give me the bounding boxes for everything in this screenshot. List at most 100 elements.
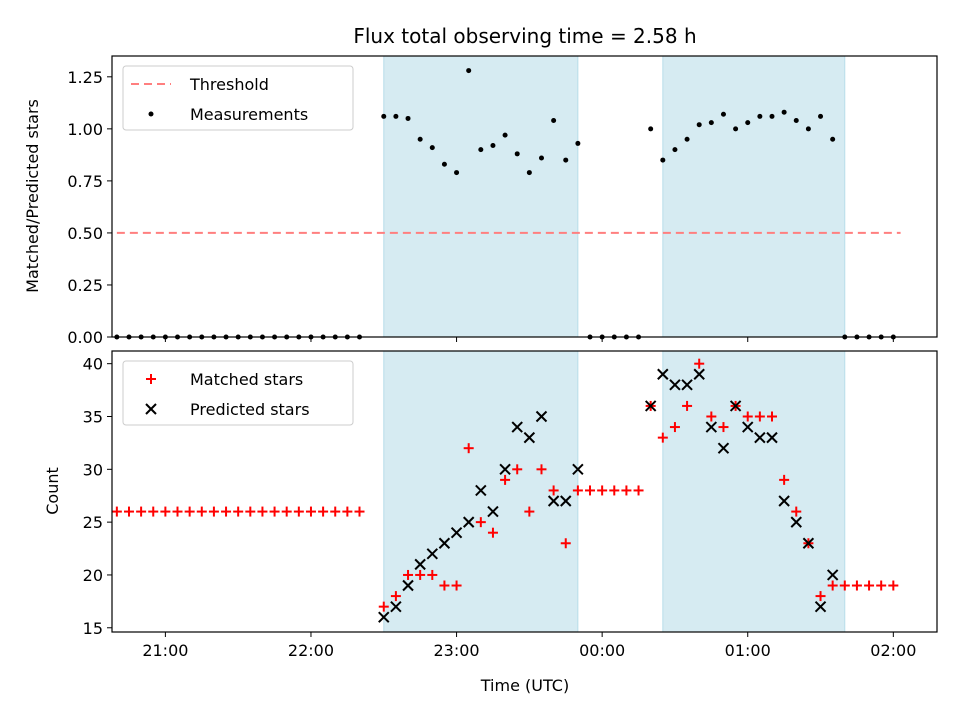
matched-star-point [378, 601, 389, 612]
legend-label: Predicted stars [190, 400, 310, 419]
y-tick-label: 25 [83, 513, 103, 532]
y-tick-label: 35 [83, 407, 103, 426]
matched-star-point [718, 422, 729, 433]
matched-star-point [597, 485, 608, 496]
legend-label: Measurements [190, 105, 308, 124]
legend: Threshold Measurements [122, 65, 354, 131]
matched-star-point [888, 580, 899, 591]
measurement-point [405, 115, 411, 121]
matched-star-point [318, 506, 329, 517]
matched-star-point [451, 580, 462, 591]
predicted-star-point [523, 431, 536, 444]
matched-star-point [427, 569, 438, 580]
x-tick-label: 22:00 [288, 641, 334, 660]
measurement-point [393, 113, 399, 119]
measurement-point [708, 120, 714, 126]
measurement-point [514, 151, 520, 157]
matched-star-point [172, 506, 183, 517]
matched-star-point [512, 464, 523, 475]
measurement-point [502, 132, 508, 138]
x-tick-label: 23:00 [434, 641, 480, 660]
matched-star-point [233, 506, 244, 517]
cross-marker-b [450, 526, 463, 539]
cross-marker-b [717, 442, 730, 454]
cross-marker-b [814, 600, 827, 613]
legend-label: Matched stars [190, 370, 303, 389]
measurement-point [563, 157, 569, 163]
cross-marker-b [390, 600, 402, 613]
matched-star-point [839, 580, 850, 591]
predicted-star-point [790, 516, 802, 528]
predicted-star-point [644, 400, 657, 412]
predicted-star-point [378, 611, 390, 623]
measurement-point [441, 161, 447, 167]
measurement-point [818, 113, 824, 119]
predicted-star-point [572, 463, 584, 476]
cross-marker-b [681, 379, 693, 391]
matched-star-point [779, 474, 790, 485]
legend-label: Threshold [189, 75, 269, 94]
y-tick-label: 1.25 [67, 68, 103, 87]
matched-star-point [864, 580, 875, 591]
y-tick-label: 0.50 [67, 224, 103, 243]
measurement-point [381, 113, 387, 119]
matched-star-point [767, 411, 777, 422]
measurement-point [781, 109, 787, 115]
matched-star-point [269, 506, 280, 517]
matched-star-point [876, 580, 887, 591]
predicted-star-point [693, 368, 705, 380]
matched-star-point [524, 506, 535, 517]
bottom-panel: 15 20 25 30 35 40 21:00 22:00 23:00 00:00 01:00 02:… [83, 350, 938, 660]
matched-star-point [281, 506, 292, 517]
legend-measurement-swatch [148, 111, 154, 117]
matched-star-point [257, 506, 268, 517]
predicted-star-point [511, 421, 523, 433]
predicted-star-point [547, 495, 560, 507]
matched-star-point [487, 527, 498, 538]
legend-box [122, 360, 354, 426]
matched-star-point [500, 474, 511, 485]
matched-star-point [196, 506, 207, 517]
plot-frame [111, 350, 938, 633]
cross-marker-b [560, 495, 572, 507]
predicted-star-point [426, 548, 439, 560]
cross-marker-b [705, 421, 718, 433]
measurement-point [696, 122, 702, 128]
matched-star-point [463, 443, 474, 454]
top-y-axis-label: Matched/Predicted stars [23, 99, 42, 293]
y-tick-label: 20 [83, 566, 103, 585]
predicted-star-point [729, 400, 742, 412]
cross-marker-b [754, 431, 766, 444]
measurement-point [684, 136, 690, 142]
y-tick-label: 0.00 [67, 328, 103, 347]
predicted-star-point [754, 431, 766, 444]
cross-marker-b [729, 400, 742, 412]
cross-marker-b [378, 611, 390, 623]
y-tick-label: 0.75 [67, 172, 103, 191]
cross-marker-b [402, 579, 414, 592]
cross-marker-b [790, 516, 802, 528]
shaded-region [662, 55, 846, 338]
matched-star-point [742, 411, 753, 422]
measurement-point [417, 136, 423, 142]
x-tick-label: 00:00 [579, 641, 625, 660]
cross-marker-b [475, 484, 487, 497]
predicted-star-point [705, 421, 718, 433]
cross-marker-b [802, 537, 815, 549]
legend-predicted-swatch [145, 403, 157, 415]
predicted-star-point [487, 505, 499, 518]
matched-star-point [184, 506, 195, 517]
predicted-star-point [390, 600, 402, 613]
measurement-point [745, 120, 751, 126]
x-tick-label: 02:00 [870, 641, 916, 660]
matched-star-point [694, 358, 705, 369]
y-tick-label: 1.00 [67, 120, 103, 139]
predicted-star-point [535, 410, 548, 423]
cross-marker-b [535, 410, 548, 423]
cross-marker-b [462, 516, 475, 528]
matched-star-point [791, 506, 802, 517]
matched-star-point [754, 411, 765, 422]
chart-title: Flux total observing time = 2.58 h [353, 24, 696, 48]
x-tick-label: 21:00 [142, 641, 188, 660]
cross-marker-b [766, 431, 778, 444]
